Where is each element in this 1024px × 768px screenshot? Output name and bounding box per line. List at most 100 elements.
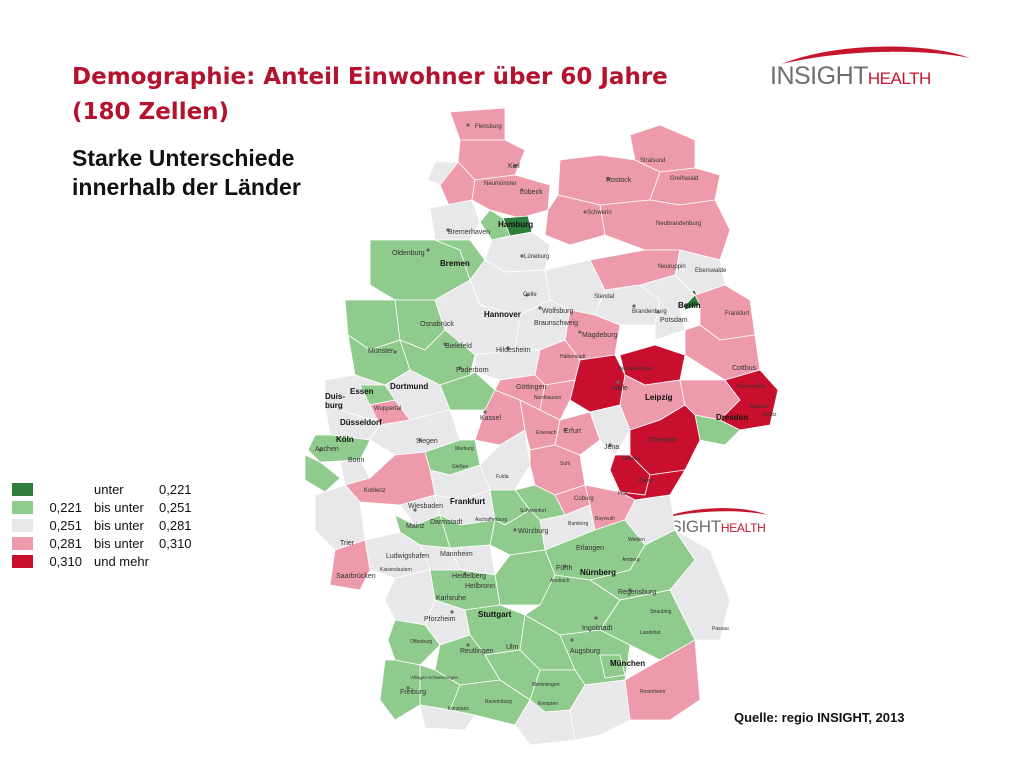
city-brandenburg: Brandenburg — [632, 309, 667, 315]
city-dot — [463, 572, 467, 576]
city-halle: Halle — [612, 385, 628, 392]
city-dot — [525, 293, 529, 297]
city-dot — [616, 380, 620, 384]
region-nordhausen — [539, 379, 576, 421]
city-dot — [563, 428, 567, 432]
city-kempten: Kempten — [538, 701, 558, 707]
city-mannheim: Mannheim — [440, 551, 473, 558]
city-dresden: Dresden — [716, 413, 748, 422]
city-kaiserslautern: Kaiserslautern — [380, 567, 412, 573]
legend-operator: bis unter — [94, 500, 144, 515]
city-memmingen: Memmingen — [532, 682, 560, 688]
region-bautzen — [719, 369, 779, 431]
germany-choropleth-map: Flensburg Kiel Stralsund Rostock Greifsw… — [304, 107, 779, 746]
logo-brand-red: HEALTH — [867, 69, 931, 88]
region-saarbruecken — [329, 539, 371, 591]
city-heidelberg: Heidelberg — [452, 573, 486, 580]
city-dot — [450, 610, 454, 614]
insight-health-logo: INSIGHTHEALTH — [770, 40, 980, 100]
city-dot — [570, 638, 574, 642]
city-coburg: Coburg — [574, 496, 594, 502]
city-dot — [418, 438, 422, 442]
city-fulda: Fulda — [496, 474, 509, 480]
city-essen: Essen — [350, 387, 374, 396]
legend-lower: 0,310 — [49, 554, 82, 569]
city-erlangen: Erlangen — [576, 545, 604, 552]
city-leipzig: Leipzig — [645, 393, 673, 402]
legend-operator: unter — [94, 482, 124, 497]
city-duisburg-2: burg — [325, 401, 343, 410]
legend-swatch — [12, 537, 33, 550]
region-rosenheim — [624, 639, 701, 721]
city-celle: Celle — [523, 292, 537, 298]
city-dot — [513, 164, 517, 168]
city-eberswalde: Eberswalde — [695, 268, 727, 274]
legend-lower: 0,281 — [49, 536, 82, 551]
slide-subtitle: Starke Unterschiede innerhalb der Länder — [72, 144, 301, 202]
slide-title-line2: (180 Zellen) — [72, 99, 230, 125]
logo-swoosh-icon — [782, 46, 970, 64]
city-neumuenster: Neumünster — [484, 181, 517, 187]
city-dot — [656, 310, 660, 314]
city-siegen: Siegen — [416, 438, 438, 445]
city-dot — [318, 448, 322, 452]
logo-small-brand-red: HEALTH — [720, 521, 766, 535]
region-coast-nw — [427, 161, 459, 186]
city-ulm: Ulm — [506, 644, 519, 651]
city-rostock: Rostock — [606, 177, 632, 184]
city-aschaffenburg: Aschaffenburg — [475, 517, 507, 523]
city-dot — [578, 330, 582, 334]
logo-brand-bold: INSIGHT — [770, 62, 868, 90]
city-oldenburg: Oldenburg — [392, 250, 425, 257]
city-fuerth: Fürth — [556, 565, 572, 572]
city-osnabrueck: Osnabrück — [420, 321, 454, 328]
city-dot — [426, 248, 430, 252]
city-dot — [466, 643, 470, 647]
city-bonn: Bonn — [348, 457, 364, 464]
city-nordhausen: Nordhausen — [534, 395, 561, 401]
city-trier: Trier — [340, 540, 355, 547]
city-dot — [632, 304, 636, 308]
legend-operator: bis unter — [94, 536, 144, 551]
city-passau: Passau — [712, 626, 729, 632]
city-erfurt: Erfurt — [564, 428, 581, 435]
city-dot — [628, 588, 632, 592]
city-ravensburg: Ravensburg — [485, 699, 512, 705]
city-ludwigshafen: Ludwigshafen — [386, 553, 429, 560]
city-ingolstadt: Ingolstadt — [582, 625, 612, 632]
city-cottbus: Cottbus — [732, 365, 757, 372]
city-schwerin: Schwerin — [587, 210, 612, 216]
city-dot — [606, 177, 610, 181]
legend-lower: 0,251 — [49, 518, 82, 533]
city-plauen: Plauen — [638, 478, 654, 484]
region-bremerhaven — [429, 199, 481, 241]
city-jena: Jena — [604, 444, 619, 451]
city-hildesheim: Hildesheim — [496, 347, 531, 354]
region-erfurt — [554, 411, 601, 456]
city-offenburg: Offenburg — [410, 639, 432, 645]
city-paderborn: Paderborn — [456, 367, 489, 374]
city-stralsund: Stralsund — [640, 158, 665, 164]
city-mainz: Mainz — [406, 523, 425, 530]
city-hoyerswerda: Hoyerswerda — [736, 384, 766, 390]
region-jena — [589, 404, 631, 456]
region-muenchen-city — [599, 654, 626, 679]
city-rosenheim: Rosenheim — [640, 689, 665, 695]
city-lueneburg: Lüneburg — [524, 254, 549, 260]
region-aachen — [304, 454, 341, 493]
source-note: Quelle: regio INSIGHT, 2013 — [734, 710, 905, 725]
city-dot — [483, 410, 487, 414]
city-hamburg: Hamburg — [498, 220, 533, 229]
city-dot — [406, 686, 410, 690]
slide-title-line1: Demographie: Anteil Einwohner über 60 Ja… — [72, 64, 668, 90]
map-regions — [304, 107, 779, 746]
city-halberstadt: Halberstadt — [560, 354, 586, 360]
city-stuttgart: Stuttgart — [478, 610, 512, 619]
city-goerlitz: Görlitz — [762, 412, 777, 418]
city-dot — [458, 366, 462, 370]
city-dot — [466, 123, 470, 127]
city-freiburg: Freiburg — [400, 689, 426, 696]
city-wuppertal: Wuppertal — [374, 406, 401, 412]
city-pforzheim: Pforzheim — [424, 616, 456, 623]
city-giessen: Gießen — [452, 464, 469, 470]
